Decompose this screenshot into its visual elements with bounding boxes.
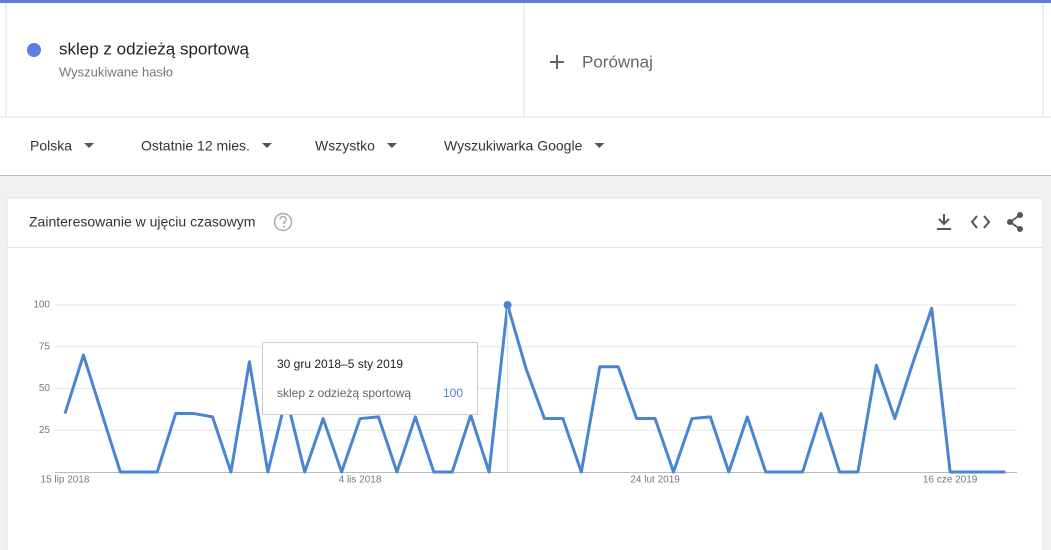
- help-mark: [279, 215, 287, 224]
- dropdown-arrow: [386, 143, 397, 148]
- top-bar: [0, 0, 1051, 3]
- term-dot: [27, 43, 41, 57]
- help-dot: [283, 225, 285, 228]
- trend-line: [63, 303, 1006, 474]
- tooltip-date: 30 gru 2018–5 sty 2019: [277, 357, 403, 371]
- dropdown-arrow: [84, 143, 95, 148]
- plus-icon: [550, 55, 564, 69]
- filter-label[interactable]: Wyszukiwarka Google: [444, 138, 583, 154]
- plot: 25 50 75 100 15 lip 2018 4 lis 2018 24 lut 201…: [33, 300, 1017, 486]
- filter-dropdown[interactable]: Wyszukiwarka Google: [444, 138, 605, 154]
- y-tick-label: 75: [39, 341, 51, 352]
- y-tick-label: 25: [39, 425, 51, 436]
- help-circle: [273, 212, 293, 232]
- compare-button[interactable]: Porównaj: [550, 52, 653, 71]
- filter-dropdown[interactable]: Wszystko: [315, 138, 397, 154]
- share-node: [1007, 219, 1013, 225]
- filter-label[interactable]: Polska: [30, 138, 72, 154]
- x-tick-label: 15 lip 2018: [41, 475, 90, 486]
- chart-title: Zainteresowanie w ujęciu czasowym: [29, 214, 255, 230]
- download-icon[interactable]: [937, 214, 951, 230]
- dropdown-arrow: [261, 143, 272, 148]
- share-node: [1017, 212, 1023, 218]
- filter-label[interactable]: Ostatnie 12 mies.: [141, 138, 250, 154]
- search-subtitle: Wyszukiwane hasło: [59, 64, 173, 79]
- filter-label[interactable]: Wszystko: [315, 138, 375, 154]
- x-tick-label: 4 lis 2018: [339, 475, 382, 486]
- search-term[interactable]: sklep z odzieżą sportową: [59, 39, 249, 58]
- y-tick-label: 100: [33, 300, 50, 311]
- tooltip: 30 gru 2018–5 sty 2019 sklep z odzieżą sp…: [262, 342, 478, 415]
- help-icon[interactable]: [273, 212, 293, 232]
- compare-label[interactable]: Porównaj: [582, 52, 653, 71]
- filters: Polska Ostatnie 12 mies. Wszystko Wyszukiwa…: [30, 138, 605, 154]
- x-tick-label: 24 lut 2019: [630, 475, 680, 486]
- filter-dropdown[interactable]: Ostatnie 12 mies.: [141, 138, 272, 154]
- y-tick-label: 50: [39, 383, 51, 394]
- header-bg: [0, 0, 1051, 176]
- share-icon[interactable]: [1007, 212, 1023, 232]
- filter-dropdown[interactable]: Polska: [30, 138, 95, 154]
- tooltip-value: 100: [443, 386, 463, 400]
- share-node: [1017, 226, 1023, 232]
- embed-icon[interactable]: [970, 215, 991, 229]
- tooltip-box: [262, 342, 478, 415]
- dropdown-arrow: [594, 143, 605, 148]
- x-tick-label: 16 cze 2019: [923, 475, 978, 486]
- chart-card: [6, 197, 1044, 550]
- tooltip-series: sklep z odzieżą sportową: [277, 386, 411, 400]
- hover-point: [503, 301, 512, 309]
